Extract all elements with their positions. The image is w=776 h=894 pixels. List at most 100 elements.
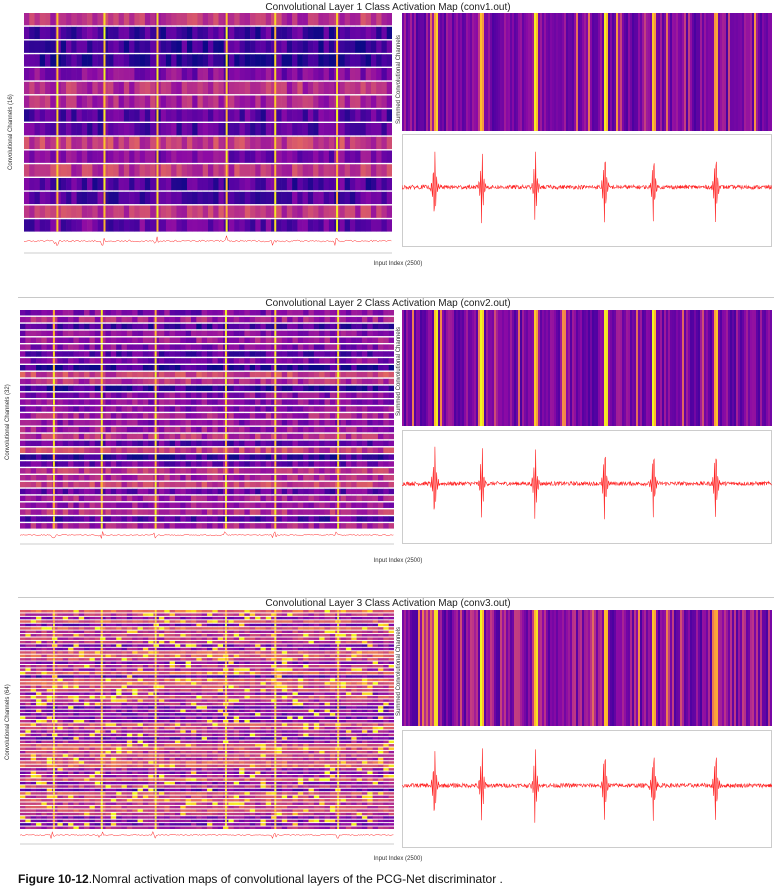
heatmap-cell: [271, 358, 277, 364]
heatmap-cell: [137, 623, 144, 627]
heatmap-cell: [57, 620, 64, 623]
heatmap-cell: [345, 310, 352, 316]
heatmap-cell: [123, 150, 130, 163]
heatmap-cell: [329, 433, 336, 440]
summed-column: [696, 13, 699, 131]
heatmap-cell: [292, 640, 299, 644]
heatmap-cell: [383, 627, 389, 630]
heatmap-cell: [308, 365, 315, 371]
heatmap-cell: [249, 523, 256, 529]
heatmap-cell: [144, 26, 151, 40]
heatmap-cell: [249, 610, 256, 613]
heatmap-cell: [292, 613, 299, 616]
heatmap-cell: [324, 337, 331, 343]
heatmap-cell: [372, 344, 379, 350]
summed-column: [446, 13, 449, 131]
heatmap-cell: [105, 447, 112, 453]
heatmap-cell: [287, 316, 293, 323]
heatmap-cell: [250, 54, 256, 67]
heatmap-cell: [196, 392, 202, 398]
heatmap-cell: [108, 205, 114, 218]
heatmap-cell: [169, 440, 176, 447]
heatmap-cell: [255, 613, 261, 616]
heatmap-cell: [340, 351, 347, 357]
heatmap-cell: [169, 385, 176, 392]
heatmap-cell: [116, 426, 122, 433]
heatmap-cell: [30, 647, 37, 651]
heatmap-cell: [66, 191, 72, 205]
heatmap-cell: [377, 413, 384, 419]
heatmap-cell: [142, 640, 149, 644]
heatmap-cell: [142, 516, 149, 522]
activation-streak: [156, 219, 159, 232]
heatmap-cell: [134, 164, 140, 177]
heatmap-cell: [372, 644, 379, 647]
heatmap-cell: [233, 644, 240, 647]
heatmap-cell: [324, 440, 331, 447]
heatmap-cell: [94, 461, 101, 467]
heatmap-cell: [180, 651, 186, 654]
heatmap-cell: [239, 475, 245, 481]
heatmap-cell: [41, 610, 48, 613]
heatmap-cell: [244, 647, 251, 651]
heatmap-cell: [158, 406, 165, 412]
heatmap-cell: [121, 433, 128, 440]
heatmap-cell: [25, 358, 31, 364]
heatmap-cell: [39, 54, 46, 67]
heatmap-cell: [192, 219, 198, 232]
heatmap-cell: [132, 454, 138, 460]
heatmap-cell: [271, 399, 277, 405]
activation-streak: [337, 481, 340, 488]
activation-streak: [100, 620, 103, 623]
heatmap-cell: [377, 637, 384, 640]
heatmap-cell: [255, 516, 261, 522]
heatmap-cell: [150, 123, 156, 136]
heatmap-cell: [388, 378, 394, 385]
heatmap-cell: [29, 205, 35, 218]
heatmap-cell: [349, 150, 356, 163]
heatmap-cell: [190, 447, 197, 453]
activation-streak: [337, 454, 340, 460]
heatmap-cell: [319, 426, 325, 433]
heatmap-cell: [276, 623, 283, 627]
heatmap-cell: [142, 399, 149, 405]
heatmap-cell: [148, 495, 154, 502]
heatmap-cell: [361, 365, 368, 371]
activation-streak: [224, 392, 227, 398]
summed-column: [734, 13, 737, 131]
heatmap-cell: [123, 68, 130, 81]
heatmap-cell: [62, 385, 69, 392]
activation-streak: [224, 371, 227, 378]
x-axis-label: Input Index (2500): [373, 558, 423, 564]
heatmap-cell: [76, 219, 83, 232]
heatmap-cell: [73, 475, 80, 481]
heatmap-cell: [197, 13, 204, 26]
heatmap-cell: [244, 488, 251, 495]
heatmap-cell: [212, 468, 218, 474]
heatmap-cell: [105, 426, 112, 433]
heatmap-cell: [271, 420, 277, 426]
heatmap-cell: [313, 644, 320, 647]
heatmap-cell: [196, 509, 202, 515]
heatmap-cell: [20, 371, 26, 378]
heatmap-cell: [351, 461, 357, 467]
heatmap-cell: [233, 358, 240, 364]
heatmap-cell: [292, 54, 298, 67]
heatmap-cell: [377, 351, 384, 357]
heatmap-cell: [313, 150, 319, 163]
summed-column: [566, 310, 569, 426]
heatmap-cell: [249, 623, 256, 627]
heatmap-cell: [255, 502, 261, 508]
heatmap-cell: [217, 644, 224, 647]
heatmap-cell: [57, 454, 64, 460]
heatmap-cell: [148, 392, 154, 398]
heatmap-cell: [158, 420, 165, 426]
heatmap-cell: [324, 454, 331, 460]
heatmap-cell: [34, 136, 41, 150]
heatmap-cell: [381, 191, 388, 205]
heatmap-cell: [249, 330, 256, 337]
heatmap-cell: [292, 440, 299, 447]
heatmap-cell: [57, 634, 64, 637]
summed-column: [596, 13, 599, 131]
heatmap-cell: [41, 316, 48, 323]
